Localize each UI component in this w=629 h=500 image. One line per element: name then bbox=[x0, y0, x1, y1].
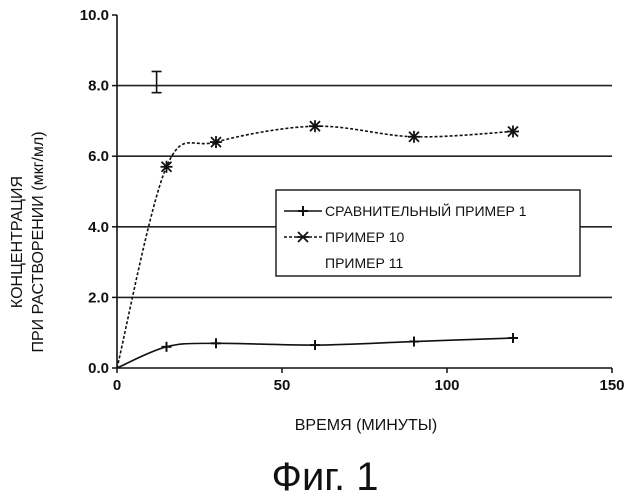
y-tick-label-8: 8.0 bbox=[88, 78, 109, 95]
x-tick-labels: 0 50 100 150 bbox=[113, 377, 625, 394]
x-tick-label-150: 150 bbox=[599, 377, 624, 394]
y-tick-label-2: 2.0 bbox=[88, 289, 109, 306]
y-tick-label-0: 0.0 bbox=[88, 360, 109, 377]
figure-caption: Фиг. 1 bbox=[272, 455, 379, 499]
series-group bbox=[116, 70, 519, 369]
legend: СРАВНИТЕЛЬНЫЙ ПРИМЕР 1 ПРИМЕР 10 ПРИМЕР … bbox=[275, 189, 581, 277]
error-bar-2-0 bbox=[151, 70, 162, 94]
x-tick-label-50: 50 bbox=[274, 377, 291, 394]
point-1-4 bbox=[408, 130, 420, 143]
legend-entry-example-11: ПРИМЕР 11 bbox=[325, 255, 403, 271]
x-tick-label-0: 0 bbox=[113, 377, 121, 394]
point-0-5 bbox=[508, 332, 518, 343]
legend-entry-example-10: ПРИМЕР 10 bbox=[284, 229, 404, 245]
point-1-1 bbox=[160, 160, 173, 173]
legend-box bbox=[275, 189, 581, 277]
series-line-1 bbox=[116, 125, 514, 369]
point-1-2 bbox=[210, 136, 222, 149]
y-axis-title-line-1: КОНЦЕНТРАЦИЯ bbox=[9, 176, 26, 308]
series-2 bbox=[151, 70, 162, 94]
point-0-1 bbox=[161, 341, 172, 352]
legend-label-example-11: ПРИМЕР 11 bbox=[325, 255, 403, 271]
point-0-4 bbox=[409, 336, 419, 347]
point-1-5 bbox=[507, 125, 519, 138]
series-0 bbox=[116, 332, 518, 369]
series-1 bbox=[116, 120, 519, 369]
y-tick-labels: 0.0 2.0 4.0 6.0 8.0 10.0 bbox=[80, 7, 109, 377]
legend-marker-plus bbox=[298, 206, 308, 216]
y-tick-label-6: 6.0 bbox=[88, 148, 109, 165]
legend-marker-asterisk bbox=[297, 231, 309, 243]
legend-entry-comparative: СРАВНИТЕЛЬНЫЙ ПРИМЕР 1 bbox=[284, 202, 527, 219]
legend-label-comparative: СРАВНИТЕЛЬНЫЙ ПРИМЕР 1 bbox=[325, 202, 527, 219]
y-axis-title-line-2: ПРИ РАСТВОРЕНИИ (мкг/мл) bbox=[30, 131, 47, 352]
x-axis-title: ВРЕМЯ (МИНУТЫ) bbox=[295, 417, 437, 434]
y-tick-label-4: 4.0 bbox=[88, 219, 109, 236]
point-1-3 bbox=[309, 120, 321, 133]
point-0-2 bbox=[211, 338, 221, 349]
axes bbox=[112, 14, 613, 373]
y-tick-label-10: 10.0 bbox=[80, 7, 109, 24]
legend-label-example-10: ПРИМЕР 10 bbox=[325, 229, 404, 245]
x-tick-label-100: 100 bbox=[434, 377, 459, 394]
point-0-3 bbox=[310, 340, 320, 351]
